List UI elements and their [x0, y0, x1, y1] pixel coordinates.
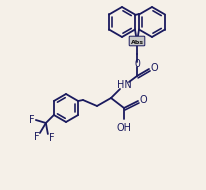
Text: OH: OH — [116, 123, 131, 133]
Text: Abs: Abs — [130, 40, 143, 45]
Text: O: O — [150, 63, 157, 73]
Text: F: F — [29, 115, 35, 125]
Text: HN: HN — [116, 80, 131, 90]
Text: F: F — [34, 132, 40, 142]
FancyBboxPatch shape — [129, 36, 144, 46]
Text: O: O — [138, 95, 146, 105]
Text: F: F — [49, 133, 54, 143]
Text: O: O — [133, 59, 139, 69]
